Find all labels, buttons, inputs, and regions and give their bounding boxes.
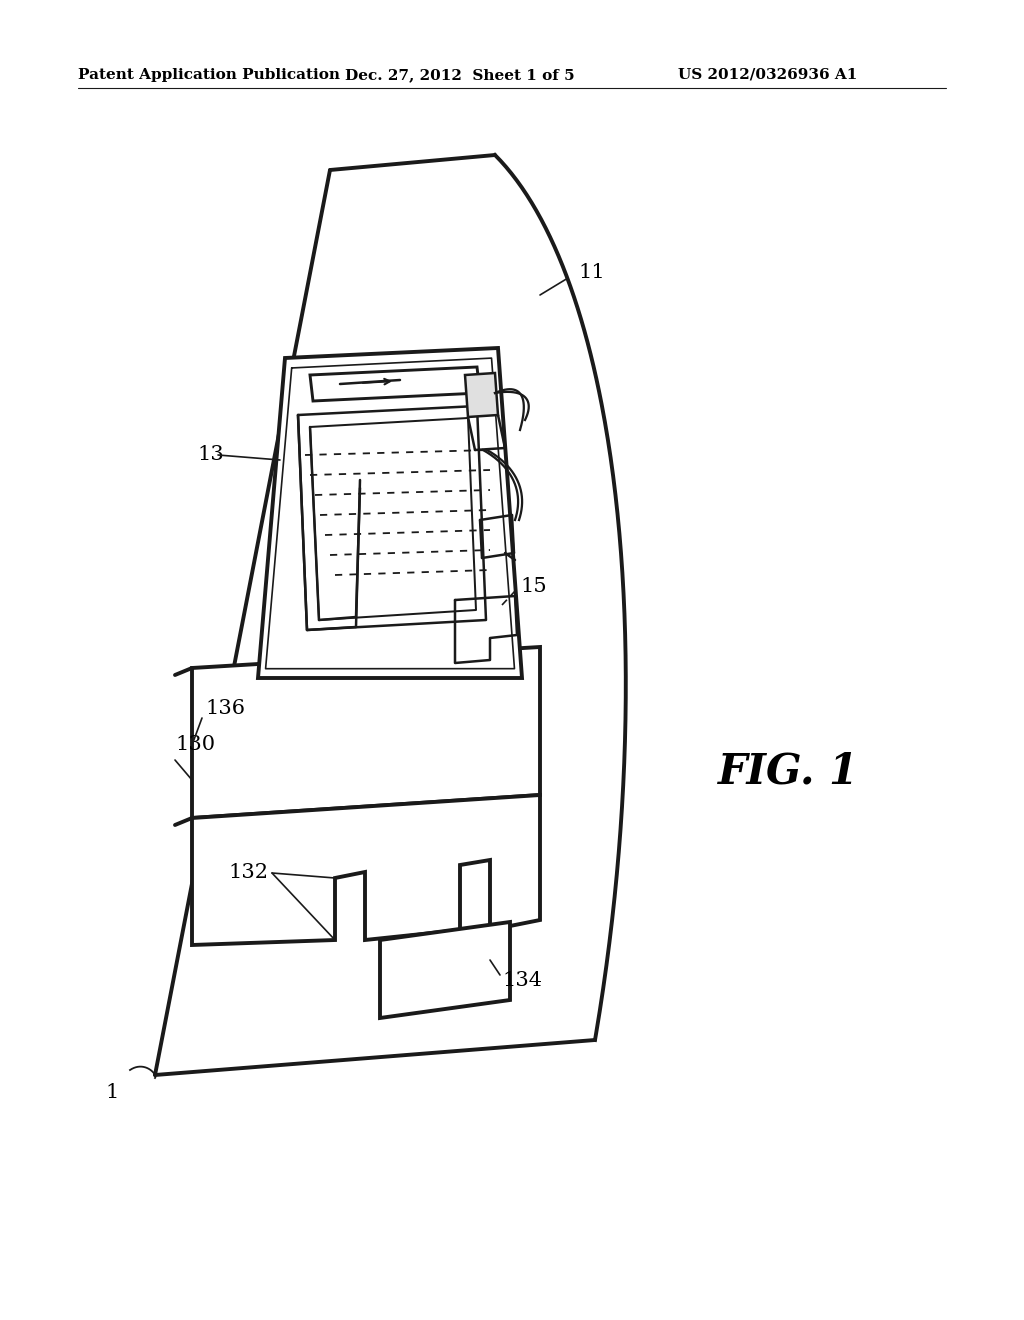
Polygon shape [258, 348, 522, 678]
Text: 132: 132 [228, 863, 268, 883]
Text: 134: 134 [502, 970, 542, 990]
Polygon shape [380, 921, 510, 1018]
Text: Dec. 27, 2012  Sheet 1 of 5: Dec. 27, 2012 Sheet 1 of 5 [345, 69, 574, 82]
Polygon shape [193, 647, 540, 818]
Polygon shape [310, 367, 480, 401]
Text: 136: 136 [205, 698, 245, 718]
Text: 1: 1 [105, 1082, 119, 1101]
Text: 11: 11 [578, 263, 605, 281]
Text: 13: 13 [197, 446, 224, 465]
Polygon shape [193, 795, 540, 945]
Text: FIG. 1: FIG. 1 [718, 750, 859, 792]
Text: 15: 15 [520, 578, 547, 597]
Text: Patent Application Publication: Patent Application Publication [78, 69, 340, 82]
Polygon shape [465, 374, 498, 417]
Text: 130: 130 [175, 735, 215, 755]
Text: US 2012/0326936 A1: US 2012/0326936 A1 [678, 69, 857, 82]
